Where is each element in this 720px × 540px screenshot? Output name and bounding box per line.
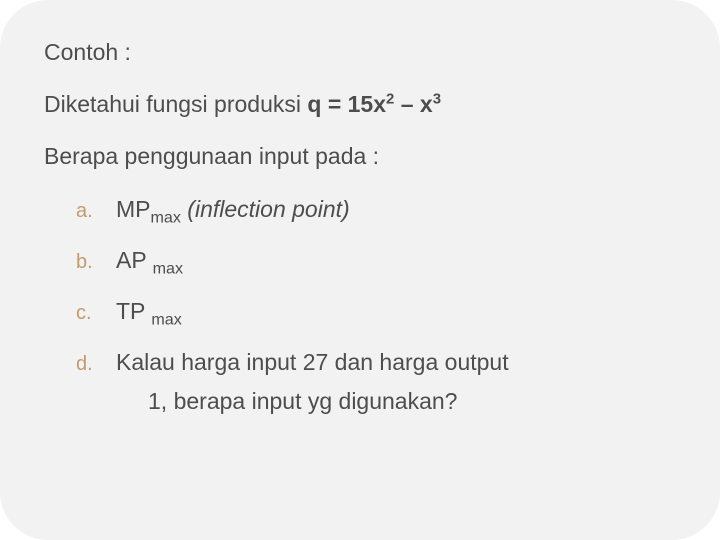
item-c-sub: max	[151, 310, 181, 328]
question-text: Berapa penggunaan input pada :	[44, 143, 379, 169]
item-marker-c: c.	[76, 302, 116, 325]
item-b-sub: max	[153, 259, 183, 277]
item-marker-a: a.	[76, 200, 116, 223]
item-a-sub: max	[151, 208, 181, 226]
func-eq-1: q = 15x	[307, 91, 386, 117]
item-a-prefix: MP	[116, 196, 151, 222]
list-item: d. Kalau harga input 27 dan harga output	[76, 347, 676, 378]
item-marker-b: b.	[76, 251, 116, 274]
item-a-suffix: (inflection point)	[181, 196, 350, 222]
title-text: Contoh :	[44, 39, 131, 65]
item-text-d-line1: Kalau harga input 27 dan harga output	[116, 347, 509, 378]
question-line: Berapa penggunaan input pada :	[44, 142, 676, 172]
item-text-c: TP max	[116, 296, 182, 327]
item-text-d-line2: 1, berapa input yg digunakan?	[148, 388, 676, 415]
item-c-prefix: TP	[116, 298, 151, 324]
item-text-a: MPmax (inflection point)	[116, 194, 350, 225]
slide-container: Contoh : Diketahui fungsi produksi q = 1…	[0, 0, 720, 540]
func-mid: – x	[394, 91, 432, 117]
func-sup2: 3	[433, 90, 441, 107]
title-line: Contoh :	[44, 38, 676, 68]
list-item: b. AP max	[76, 245, 676, 276]
list-item: c. TP max	[76, 296, 676, 327]
item-marker-d: d.	[76, 353, 116, 376]
list-item: a. MPmax (inflection point)	[76, 194, 676, 225]
function-line: Diketahui fungsi produksi q = 15x2 – x3	[44, 90, 676, 120]
option-list: a. MPmax (inflection point) b. AP max c.…	[76, 194, 676, 415]
func-pre: Diketahui fungsi produksi	[44, 91, 307, 117]
item-b-prefix: AP	[116, 247, 153, 273]
item-text-b: AP max	[116, 245, 183, 276]
